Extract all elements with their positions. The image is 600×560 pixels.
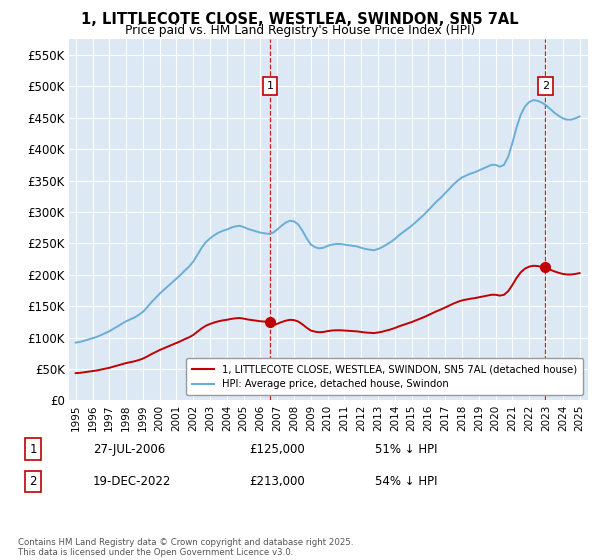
Text: 1: 1 [29,442,37,456]
Text: Price paid vs. HM Land Registry's House Price Index (HPI): Price paid vs. HM Land Registry's House … [125,24,475,37]
Text: Contains HM Land Registry data © Crown copyright and database right 2025.
This d: Contains HM Land Registry data © Crown c… [18,538,353,557]
Text: 51% ↓ HPI: 51% ↓ HPI [375,442,437,456]
Text: 27-JUL-2006: 27-JUL-2006 [93,442,165,456]
Text: £125,000: £125,000 [249,442,305,456]
Text: £213,000: £213,000 [249,475,305,488]
Legend: 1, LITTLECOTE CLOSE, WESTLEA, SWINDON, SN5 7AL (detached house), HPI: Average pr: 1, LITTLECOTE CLOSE, WESTLEA, SWINDON, S… [186,358,583,395]
Text: 1, LITTLECOTE CLOSE, WESTLEA, SWINDON, SN5 7AL: 1, LITTLECOTE CLOSE, WESTLEA, SWINDON, S… [81,12,519,27]
Text: 1: 1 [266,81,274,91]
Text: 2: 2 [542,81,549,91]
Text: 19-DEC-2022: 19-DEC-2022 [93,475,172,488]
Text: 2: 2 [29,475,37,488]
Text: 54% ↓ HPI: 54% ↓ HPI [375,475,437,488]
